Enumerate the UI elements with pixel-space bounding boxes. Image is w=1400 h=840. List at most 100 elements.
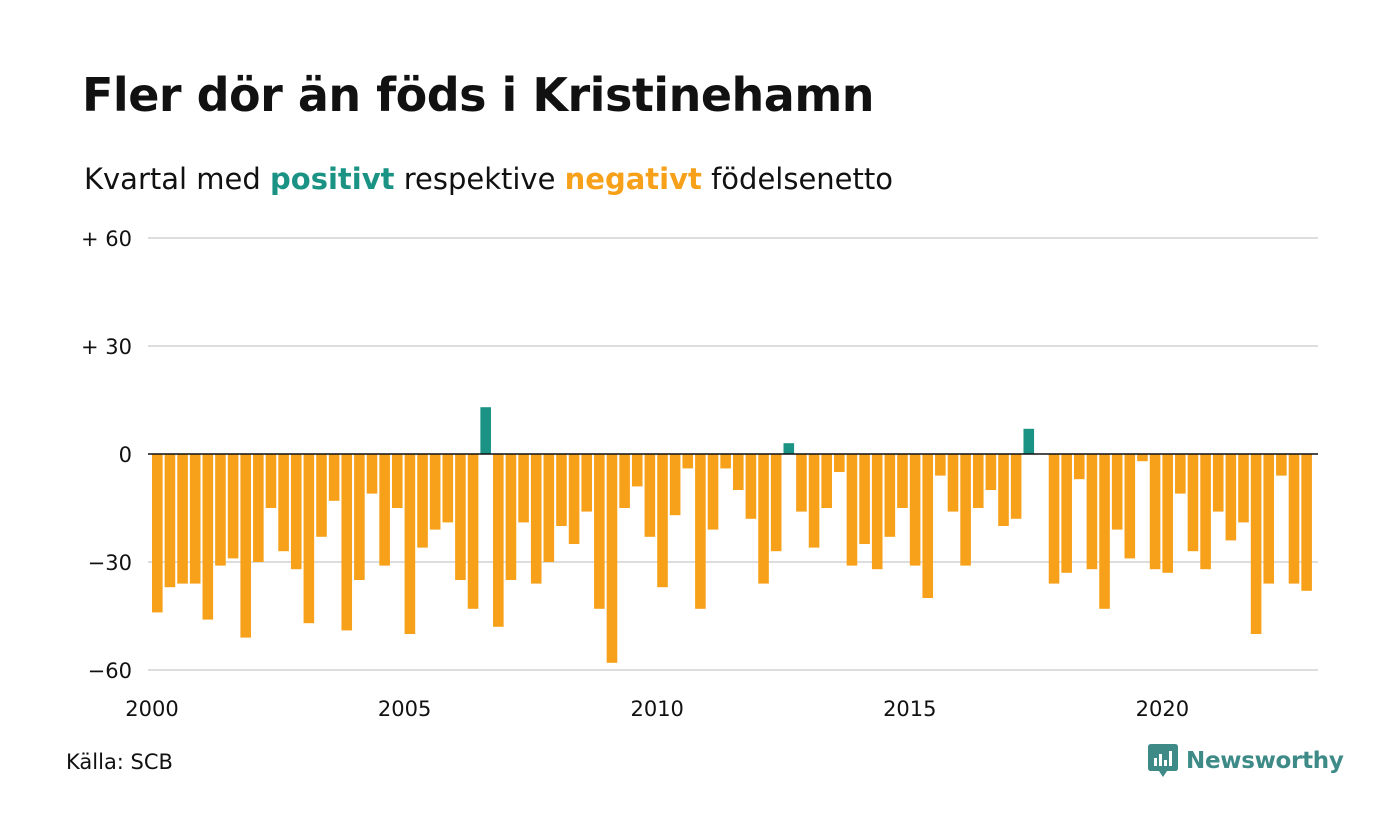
- bar-negative: [581, 454, 593, 512]
- bar-negative: [720, 454, 731, 469]
- bars: [152, 407, 1312, 663]
- y-tick-label: 0: [119, 443, 132, 467]
- x-tick-label: 2005: [378, 697, 431, 721]
- brand-logo[interactable]: Newsworthy: [1148, 744, 1344, 778]
- y-tick-label: + 30: [81, 335, 132, 359]
- bar-negative: [1238, 454, 1249, 523]
- bar-negative: [796, 454, 807, 512]
- bar-negative: [695, 454, 706, 609]
- bar-negative: [606, 454, 618, 663]
- bar-negative: [1225, 454, 1237, 541]
- bar-negative: [366, 454, 378, 494]
- bar-negative: [391, 454, 403, 508]
- bar-negative: [707, 454, 719, 530]
- y-tick-label: −60: [88, 659, 132, 683]
- bar-negative: [1263, 454, 1275, 584]
- bar-negative: [1149, 454, 1161, 570]
- bar-positive: [1023, 428, 1035, 454]
- y-tick-label: −30: [88, 551, 132, 575]
- bar-negative: [303, 454, 315, 624]
- bar-negative: [631, 454, 643, 487]
- bar-negative: [543, 454, 555, 562]
- bar-negative: [897, 454, 908, 508]
- bar-negative: [164, 454, 176, 588]
- source-note: Källa: SCB: [66, 750, 173, 774]
- bar-negative: [1048, 454, 1060, 584]
- bar-positive: [480, 407, 491, 454]
- bar-positive: [783, 443, 795, 454]
- bar-negative: [354, 454, 365, 580]
- bar-negative: [1288, 454, 1300, 584]
- subtitle-positive-word: positivt: [270, 162, 395, 196]
- bar-negative: [1175, 454, 1186, 494]
- bar-negative: [972, 454, 984, 508]
- bar-negative: [467, 454, 479, 609]
- bar-negative: [846, 454, 858, 566]
- bar-negative: [821, 454, 832, 508]
- bar-negative: [152, 454, 163, 613]
- bar-negative: [1137, 454, 1148, 462]
- bar-negative: [732, 454, 744, 490]
- bar-negative: [657, 454, 668, 588]
- bar-negative: [1162, 454, 1173, 573]
- bar-negative: [417, 454, 428, 548]
- bar-negative: [1187, 454, 1199, 552]
- bar-negative: [404, 454, 416, 634]
- bar-negative: [1010, 454, 1022, 519]
- bar-negative: [177, 454, 188, 584]
- bar-negative: [240, 454, 252, 638]
- bar-negative: [328, 454, 340, 501]
- bar-negative: [859, 454, 870, 544]
- bar-negative: [770, 454, 782, 552]
- bar-negative: [909, 454, 921, 566]
- bar-negative: [985, 454, 997, 490]
- bar-negative: [871, 454, 883, 570]
- y-axis-tick-labels: + 60 + 30 0 −30 −60: [81, 227, 132, 683]
- bar-negative: [682, 454, 694, 469]
- bar-negative: [1276, 454, 1287, 476]
- bar-negative: [884, 454, 896, 537]
- bar-negative: [1061, 454, 1072, 573]
- subtitle-prefix: Kvartal med: [84, 162, 271, 196]
- bar-negative: [1086, 454, 1098, 570]
- chart-title: Fler dör än föds i Kristinehamn: [82, 68, 875, 122]
- subtitle-suffix: födelsenetto: [701, 162, 893, 196]
- bar-negative: [1250, 454, 1262, 634]
- bar-negative: [379, 454, 390, 566]
- bar-negative: [834, 454, 845, 472]
- bar-negative: [518, 454, 529, 523]
- bar-negative: [215, 454, 226, 566]
- x-tick-label: 2010: [630, 697, 683, 721]
- bar-negative: [758, 454, 769, 584]
- bar-negative: [265, 454, 277, 508]
- bar-negative: [594, 454, 605, 609]
- bar-negative: [530, 454, 542, 584]
- bar-negative: [556, 454, 567, 526]
- x-tick-label: 2015: [883, 697, 936, 721]
- bar-negative: [341, 454, 353, 631]
- bar-negative: [1099, 454, 1110, 609]
- x-axis-tick-labels: 2000 2005 2010 2015 2020: [125, 697, 1189, 721]
- subtitle-negative-word: negativt: [564, 162, 702, 196]
- bar-negative: [1200, 454, 1211, 570]
- bar-negative: [1111, 454, 1123, 530]
- bar-negative: [947, 454, 959, 512]
- x-tick-label: 2020: [1136, 697, 1189, 721]
- bar-negative: [745, 454, 757, 519]
- y-tick-label: + 60: [81, 227, 132, 251]
- bar-negative: [922, 454, 934, 598]
- bar-negative: [568, 454, 580, 544]
- x-tick-label: 2000: [125, 697, 178, 721]
- bar-negative: [998, 454, 1009, 526]
- bar-negative: [493, 454, 504, 627]
- newsworthy-logo-icon: [1148, 744, 1178, 777]
- bar-negative: [505, 454, 517, 580]
- bar-negative: [1124, 454, 1136, 559]
- bar-negative: [202, 454, 214, 620]
- bar-negative: [253, 454, 264, 562]
- bar-negative: [1212, 454, 1224, 512]
- bar-negative: [442, 454, 454, 523]
- bar-negative: [455, 454, 466, 580]
- bar-negative: [644, 454, 656, 537]
